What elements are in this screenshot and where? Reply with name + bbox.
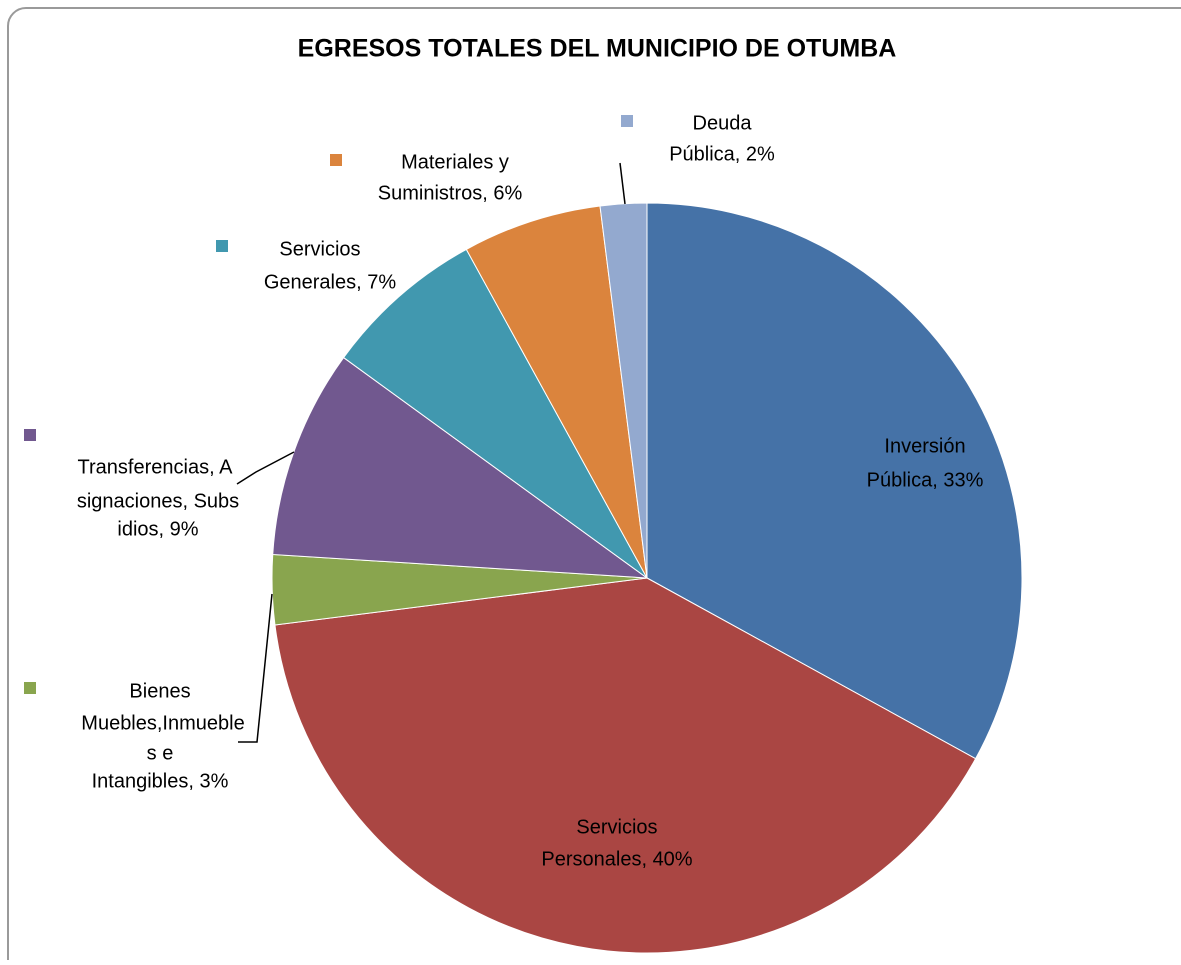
legend-key bbox=[216, 240, 228, 252]
data-label: Servicios bbox=[576, 816, 657, 838]
data-label: Pública, 33% bbox=[867, 469, 984, 491]
data-label: Servicios bbox=[279, 238, 360, 260]
data-label: Intangibles, 3% bbox=[92, 770, 229, 792]
legend-key bbox=[621, 115, 633, 127]
data-label: Muebles,Inmueble bbox=[81, 712, 244, 734]
data-label: Materiales y bbox=[401, 151, 509, 173]
data-label: Personales, 40% bbox=[541, 848, 692, 870]
data-label: Generales, 7% bbox=[264, 271, 397, 293]
data-label: Suministros, 6% bbox=[378, 182, 523, 204]
legend-key bbox=[330, 154, 342, 166]
pie-slice bbox=[342, 248, 648, 579]
data-label: signaciones, Subs bbox=[77, 490, 239, 512]
pie-slice bbox=[274, 577, 977, 954]
legend-key bbox=[24, 429, 36, 441]
chart-title: EGRESOS TOTALES DEL MUNICIPIO DE OTUMBA bbox=[298, 35, 897, 63]
data-label: Deuda bbox=[693, 112, 753, 134]
leader-line bbox=[236, 451, 295, 485]
data-label: Transferencias, A bbox=[78, 456, 234, 478]
pie-slice bbox=[272, 356, 649, 579]
leader-lines bbox=[236, 162, 626, 743]
data-label: Inversión bbox=[884, 435, 965, 457]
data-label: Bienes bbox=[129, 680, 190, 702]
pie-slice bbox=[599, 202, 648, 579]
pie-slice bbox=[465, 205, 648, 579]
data-label: idios, 9% bbox=[117, 518, 198, 540]
labels: Inversión Pública, 33% Servicios Personales… bbox=[24, 112, 984, 870]
pie-slice bbox=[646, 202, 1023, 760]
leader-line bbox=[619, 162, 626, 205]
data-label: Pública, 2% bbox=[669, 143, 775, 165]
legend-key bbox=[24, 682, 36, 694]
data-label: s e bbox=[147, 742, 174, 764]
pie bbox=[271, 202, 1023, 954]
leader-line bbox=[238, 593, 273, 743]
